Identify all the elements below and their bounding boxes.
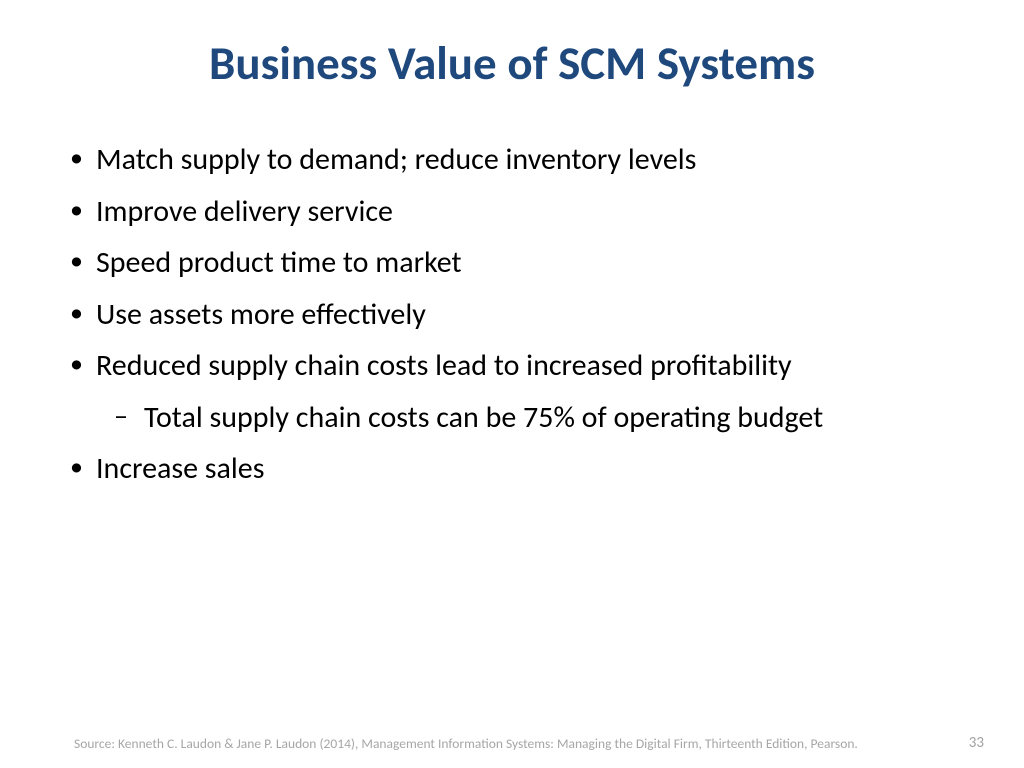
list-item: Match supply to demand; reduce inventory… <box>66 140 974 180</box>
bullet-text: Match supply to demand; reduce inventory… <box>96 141 696 178</box>
page-number: 33 <box>969 734 984 752</box>
bullet-text: Use assets more effectively <box>96 296 426 333</box>
slide-title: Business Value of SCM Systems <box>50 34 974 92</box>
bullet-text: Reduced supply chain costs lead to incre… <box>96 347 792 384</box>
slide-footer: Source: Kenneth C. Laudon & Jane P. Laud… <box>0 734 1024 752</box>
list-item: Improve delivery service <box>66 192 974 232</box>
list-item: Reduced supply chain costs lead to incre… <box>66 346 974 437</box>
bullet-text: Increase sales <box>96 450 264 487</box>
list-item: Speed product time to market <box>66 243 974 283</box>
source-citation: Source: Kenneth C. Laudon & Jane P. Laud… <box>74 735 858 752</box>
bullet-list: Match supply to demand; reduce inventory… <box>66 140 974 489</box>
slide-body: Match supply to demand; reduce inventory… <box>50 140 974 489</box>
bullet-text: Improve delivery service <box>96 193 393 230</box>
sub-bullet-text: Total supply chain costs can be 75% of o… <box>144 399 823 436</box>
sub-bullet-list: Total supply chain costs can be 75% of o… <box>96 398 974 437</box>
slide-container: Business Value of SCM Systems Match supp… <box>0 0 1024 768</box>
list-item: Use assets more effectively <box>66 295 974 335</box>
bullet-text: Speed product time to market <box>96 244 462 281</box>
sub-list-item: Total supply chain costs can be 75% of o… <box>110 398 974 437</box>
list-item: Increase sales <box>66 449 974 489</box>
